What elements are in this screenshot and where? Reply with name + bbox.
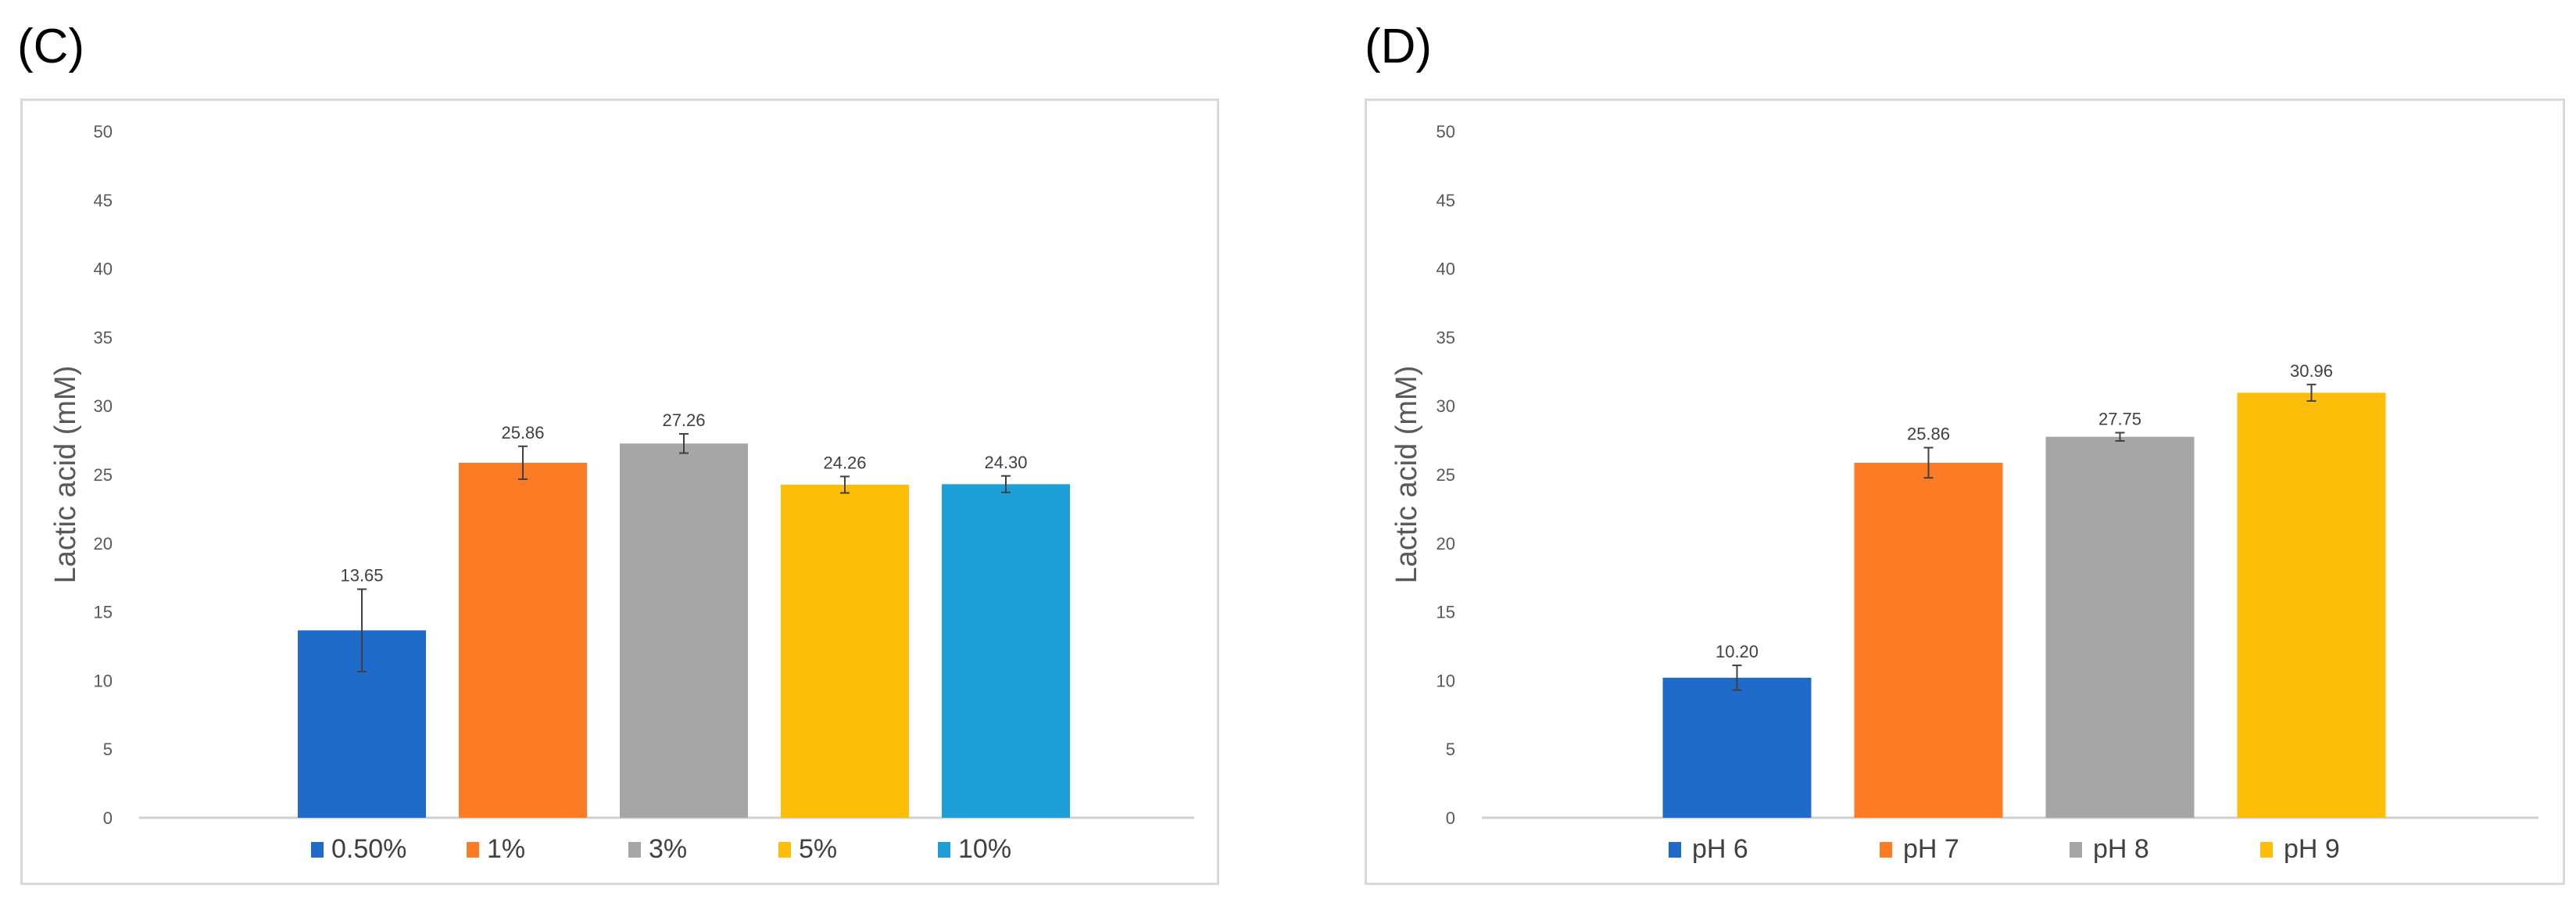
data-label-c-1: 25.86 (501, 423, 544, 442)
y-tick-label-c: 30 (94, 396, 113, 416)
legend-swatch-c-4 (938, 842, 950, 858)
legend-label-c-4: 10% (958, 834, 1011, 864)
legend-label-d-1: pH 7 (1903, 834, 1959, 864)
y-tick-label-d: 15 (1436, 603, 1455, 622)
data-label-d-2: 27.75 (2098, 409, 2141, 428)
data-label-d-3: 30.96 (2290, 361, 2333, 381)
bar-c-2 (620, 443, 748, 818)
bar-d-2 (2045, 436, 2195, 818)
y-tick-label-d: 20 (1436, 534, 1455, 554)
legend-label-c-0: 0.50% (331, 834, 406, 864)
y-axis-title-d: Lactic acid (mM) (1390, 366, 1423, 584)
legend-label-d-3: pH 9 (2284, 834, 2340, 864)
legend-label-d-0: pH 6 (1692, 834, 1748, 864)
y-tick-label-c: 35 (94, 328, 113, 347)
bar-d-1 (1854, 462, 2003, 818)
bar-d-3 (2237, 392, 2386, 818)
bar-c-3 (781, 484, 909, 818)
legend-swatch-c-1 (467, 842, 479, 858)
y-tick-label-d: 10 (1436, 671, 1455, 690)
y-tick-label-d: 25 (1436, 465, 1455, 485)
y-tick-label-d: 5 (1446, 740, 1455, 759)
legend-swatch-d-3 (2260, 842, 2273, 858)
legend-label-d-2: pH 8 (2093, 834, 2149, 864)
y-tick-label-d: 50 (1436, 122, 1455, 142)
y-tick-label-c: 50 (94, 122, 113, 142)
legend-swatch-c-2 (628, 842, 641, 858)
y-tick-label-c: 45 (94, 191, 113, 210)
panel-label-d: (D) (1365, 20, 1433, 73)
legend-swatch-c-3 (778, 842, 791, 858)
data-label-c-0: 13.65 (340, 566, 383, 586)
panel-label-c: (C) (17, 20, 85, 73)
y-axis-title-c: Lactic acid (mM) (49, 366, 82, 584)
bar-d-0 (1662, 677, 1812, 818)
y-tick-label-c: 40 (94, 260, 113, 279)
y-tick-label-c: 0 (103, 808, 113, 828)
bar-c-1 (459, 462, 587, 818)
y-tick-label-d: 30 (1436, 396, 1455, 416)
y-tick-label-d: 40 (1436, 260, 1455, 279)
data-label-c-3: 24.26 (823, 453, 866, 472)
legend-swatch-d-1 (1880, 842, 1892, 858)
legend-label-c-1: 1% (487, 834, 525, 864)
y-tick-label-c: 25 (94, 465, 113, 485)
legend-label-c-3: 5% (799, 834, 837, 864)
data-label-c-2: 27.26 (662, 410, 705, 430)
legend-swatch-c-0 (311, 842, 324, 858)
legend-swatch-d-2 (2070, 842, 2082, 858)
y-tick-label-c: 20 (94, 534, 113, 554)
data-label-c-4: 24.30 (984, 453, 1027, 472)
y-tick-label-c: 5 (103, 740, 113, 759)
y-tick-label-c: 10 (94, 671, 113, 690)
y-tick-label-d: 0 (1446, 808, 1455, 828)
y-tick-label-d: 35 (1436, 328, 1455, 347)
bar-c-4 (942, 484, 1070, 818)
legend-swatch-d-0 (1669, 842, 1681, 858)
data-label-d-0: 10.20 (1716, 642, 1758, 661)
legend-label-c-2: 3% (649, 834, 687, 864)
data-label-d-1: 25.86 (1907, 425, 1950, 444)
y-tick-label-d: 45 (1436, 191, 1455, 210)
y-tick-label-c: 15 (94, 603, 113, 622)
